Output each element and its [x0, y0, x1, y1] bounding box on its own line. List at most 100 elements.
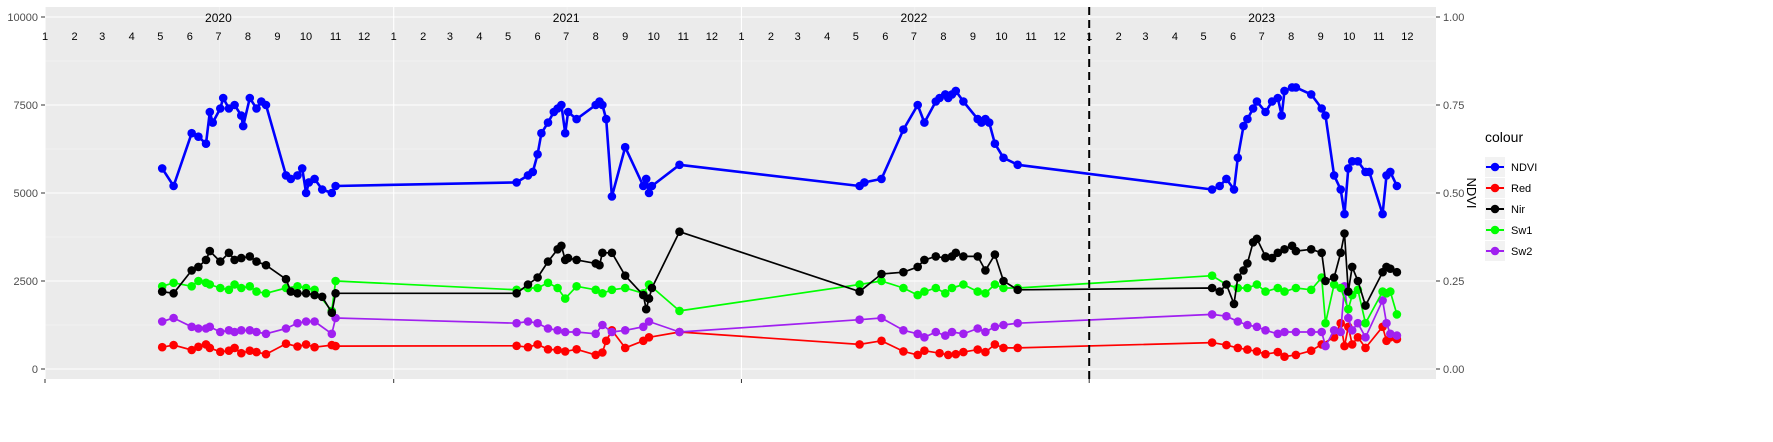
data-point-nir [1306, 245, 1316, 254]
data-point-sw2 [644, 317, 654, 326]
y-right-tick-label: 0.00 [1443, 364, 1464, 376]
data-point-red [990, 340, 1000, 349]
data-point-nir [327, 308, 337, 318]
data-point-nir [317, 292, 327, 302]
data-point-red [523, 342, 533, 352]
data-point-sw2 [1207, 310, 1217, 319]
data-point-sw1 [1291, 283, 1301, 293]
data-point-sw1 [293, 282, 302, 291]
data-point-red [620, 343, 630, 353]
data-point-nir [1353, 276, 1363, 286]
month-label: 11 [1373, 31, 1384, 43]
data-point-nir [252, 257, 261, 266]
data-point-sw2 [252, 327, 261, 337]
legend-title: colour [1485, 129, 1523, 145]
data-point-ndvi [1344, 164, 1353, 173]
year-label-2023: 2023 [1248, 11, 1275, 25]
minor-gridlines [45, 7, 1436, 379]
data-point-sw1 [237, 283, 246, 293]
data-point-sw2 [169, 313, 178, 323]
data-point-ndvi [899, 125, 908, 134]
legend-label-sw1: Sw1 [1511, 225, 1532, 237]
data-point-nir [607, 248, 617, 258]
data-point-nir [261, 260, 271, 270]
data-point-nir [920, 255, 929, 265]
data-point-red [1306, 346, 1316, 356]
month-label: 8 [1288, 31, 1294, 43]
data-point-sw2 [572, 327, 581, 337]
data-point-sw2 [1386, 329, 1395, 339]
data-point-sw1 [877, 276, 886, 286]
data-point-sw2 [543, 324, 553, 333]
data-point-red [920, 346, 929, 356]
data-point-nir [1252, 234, 1262, 244]
data-point-nir [1386, 264, 1395, 274]
data-point-red [1233, 343, 1243, 353]
data-point-nir [533, 273, 542, 282]
month-label: 6 [882, 31, 888, 43]
data-point-ndvi [543, 118, 553, 127]
data-point-ndvi [1291, 83, 1301, 92]
data-point-sw2 [1291, 327, 1301, 337]
data-point-sw1 [981, 289, 990, 298]
data-point-nir [877, 269, 886, 279]
data-point-ndvi [205, 107, 215, 117]
data-point-sw2 [1306, 327, 1316, 337]
data-point-red [1347, 340, 1357, 349]
data-point-sw2 [281, 324, 291, 333]
month-label: 7 [1259, 31, 1265, 43]
data-point-sw1 [331, 276, 340, 286]
data-point-nir [216, 257, 225, 266]
data-point-sw2 [1361, 333, 1370, 342]
data-point-nir [1317, 248, 1326, 258]
data-point-sw2 [1329, 326, 1339, 335]
data-point-ndvi [533, 150, 542, 159]
legend-dot-red [1490, 183, 1500, 193]
data-point-ndvi [1386, 167, 1395, 177]
data-point-ndvi [1215, 181, 1224, 191]
data-point-nir [205, 246, 215, 256]
data-point-sw1 [990, 280, 1000, 289]
legend-label-red: Red [1511, 183, 1531, 195]
data-point-nir [595, 260, 604, 270]
month-label: 11 [330, 31, 341, 43]
data-point-nir [999, 276, 1008, 286]
data-point-sw1 [560, 294, 570, 303]
data-point-red [1013, 343, 1022, 353]
month-label: 10 [1343, 31, 1355, 43]
data-point-ndvi [1233, 153, 1243, 163]
data-point-sw2 [1378, 296, 1387, 305]
data-point-sw1 [543, 278, 553, 288]
data-point-red [216, 347, 225, 357]
month-label: 4 [129, 31, 135, 43]
data-point-red [533, 340, 542, 349]
month-label: 12 [706, 31, 718, 43]
data-point-nir [557, 241, 566, 251]
data-point-ndvi [639, 181, 648, 191]
data-point-red [973, 345, 982, 354]
data-point-sw2 [591, 329, 600, 339]
data-point-sw2 [1353, 318, 1363, 328]
data-point-sw2 [187, 322, 196, 332]
data-point-nir [293, 289, 302, 298]
month-label: 12 [1401, 31, 1413, 43]
data-point-nir [675, 227, 684, 236]
data-point-red [252, 347, 261, 357]
data-point-nir [230, 255, 239, 265]
month-label: 9 [970, 31, 976, 43]
legend-dot-sw2 [1490, 246, 1500, 256]
data-point-ndvi [218, 93, 228, 103]
data-point-sw2 [157, 317, 167, 326]
data-point-red [194, 342, 203, 352]
data-point-ndvi [563, 107, 573, 117]
data-point-red [331, 341, 340, 351]
data-point-nir [543, 257, 553, 266]
y-left-tick-label: 10000 [7, 12, 38, 24]
data-point-sw2 [1222, 311, 1231, 321]
data-point-ndvi [301, 188, 311, 198]
data-point-sw2 [959, 329, 968, 339]
month-label: 10 [648, 31, 660, 43]
data-point-red [1261, 349, 1270, 359]
data-point-red [187, 345, 196, 355]
data-point-sw1 [1280, 287, 1289, 296]
